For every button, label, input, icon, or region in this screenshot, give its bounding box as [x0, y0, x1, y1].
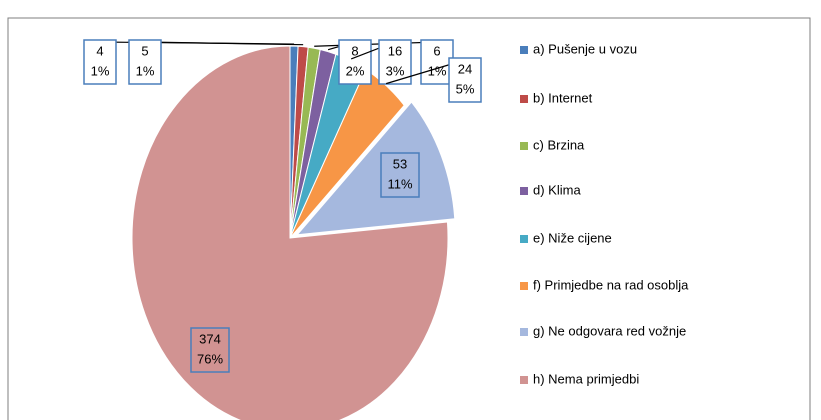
label-box	[380, 152, 420, 198]
percent-label: 2%	[346, 63, 365, 78]
legend-label: b) Internet	[533, 90, 593, 105]
percent-label: 76%	[197, 351, 223, 366]
legend-swatch	[520, 95, 528, 103]
legend-label: h) Nema primjedbi	[533, 371, 639, 386]
label-box	[420, 39, 454, 85]
label-box	[83, 39, 117, 85]
legend-swatch	[520, 328, 528, 336]
legend-label: g) Ne odgovara red vožnje	[533, 323, 686, 338]
leader-line	[144, 41, 304, 46]
label-box	[448, 57, 482, 103]
legend-swatch	[520, 235, 528, 243]
legend-label: c) Brzina	[533, 137, 585, 152]
data-label: 8	[351, 43, 358, 58]
data-label: 6	[433, 43, 440, 58]
percent-label: 1%	[136, 63, 155, 78]
legend-swatch	[520, 376, 528, 384]
percent-label: 5%	[456, 81, 475, 96]
legend-swatch	[520, 282, 528, 290]
label-box	[338, 39, 372, 85]
percent-label: 1%	[91, 63, 110, 78]
legend-label: d) Klima	[533, 182, 581, 197]
data-label: 16	[388, 43, 402, 58]
legend-swatch	[520, 142, 528, 150]
data-label: 4	[96, 43, 103, 58]
data-label: 24	[458, 61, 472, 76]
legend-label: f) Primjedbe na rad osoblja	[533, 277, 689, 292]
data-label: 374	[199, 331, 221, 346]
leader-line	[314, 41, 438, 47]
label-box	[378, 39, 412, 85]
pie-slice	[296, 101, 456, 236]
percent-label: 3%	[386, 63, 405, 78]
label-box	[190, 327, 230, 373]
legend-label: e) Niže cijene	[533, 230, 612, 245]
legend-label: a) Pušenje u vozu	[533, 41, 637, 56]
data-label: 5	[141, 43, 148, 58]
data-label: 53	[393, 156, 407, 171]
label-box	[128, 39, 162, 85]
legend-swatch	[520, 187, 528, 195]
percent-label: 11%	[387, 176, 412, 191]
pie-slice	[131, 45, 449, 420]
legend-swatch	[520, 46, 528, 54]
